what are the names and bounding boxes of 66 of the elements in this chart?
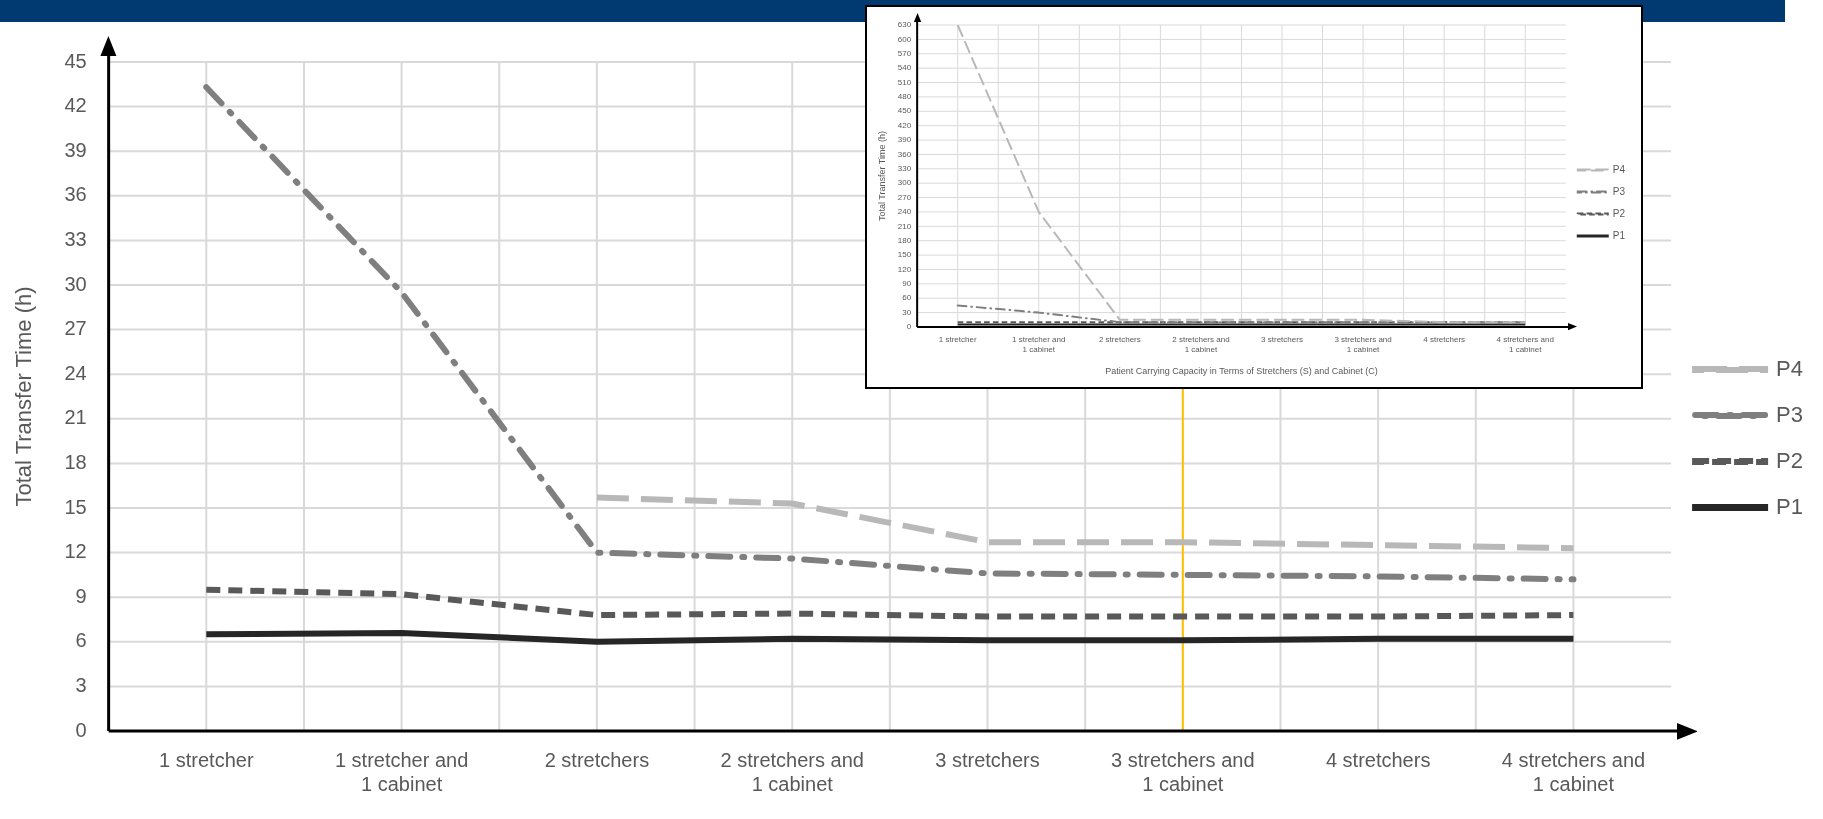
- y-tick-label: 210: [897, 221, 912, 231]
- y-tick-label: 150: [897, 250, 912, 260]
- x-tick-label: 4 stretchers: [1423, 335, 1466, 344]
- y-tick-label: 39: [64, 138, 87, 161]
- y-tick-label: 0: [906, 322, 912, 332]
- y-tick-label: 30: [902, 307, 912, 317]
- y-tick-label: 33: [64, 227, 87, 250]
- legend-label: P4: [1612, 163, 1626, 175]
- x-tick-label: 2 stretchers and 1 cabinet: [720, 748, 864, 795]
- x-tick-label: 1 stretcher: [159, 748, 254, 771]
- y-tick-label: 300: [897, 178, 912, 188]
- x-tick-label: 1 stretcher: [938, 335, 977, 344]
- y-tick-label: 24: [64, 361, 87, 384]
- x-tick-label: 4 stretchers and 1 cabinet: [1501, 748, 1646, 795]
- y-tick-label: 270: [897, 192, 912, 202]
- y-tick-label: 360: [897, 149, 912, 159]
- y-tick-label: 9: [75, 584, 87, 607]
- x-tick-label: 1 stretcher and 1 cabinet: [334, 748, 469, 795]
- line-series: [956, 25, 1527, 324]
- y-tick-label: 510: [897, 77, 912, 87]
- y-tick-label: 120: [897, 264, 912, 274]
- legend-label: P1: [1776, 493, 1804, 519]
- y-tick-label: 180: [897, 235, 912, 245]
- y-tick-label: 600: [897, 34, 912, 44]
- y-tick-label: 27: [64, 317, 87, 340]
- y-tick-label: 540: [897, 63, 912, 73]
- legend-label: P3: [1776, 401, 1804, 427]
- y-axis-title: Total Transfer Time (h): [876, 130, 887, 222]
- y-tick-label: 30: [64, 272, 87, 295]
- x-axis-title: Patient Carrying Capacity in Terms of Stretchers (S) and Cabinet (C): [1105, 366, 1378, 377]
- x-tick-label: 3 stretchers: [1261, 335, 1303, 344]
- x-tick-label: 4 stretchers and 1 cabinet: [1496, 335, 1554, 354]
- y-tick-label: 15: [64, 495, 87, 518]
- y-tick-label: 240: [897, 207, 912, 217]
- x-tick-label: 3 stretchers: [935, 748, 1040, 771]
- y-tick-label: 450: [897, 106, 912, 116]
- x-tick-label: 2 stretchers: [544, 748, 650, 771]
- x-tick-label: 3 stretchers and 1 cabinet: [1334, 335, 1392, 354]
- y-tick-label: 480: [897, 92, 912, 102]
- legend-label: P3: [1612, 185, 1626, 197]
- y-tick-label: 0: [75, 718, 87, 741]
- y-tick-label: 420: [897, 120, 912, 130]
- x-tick-label: 3 stretchers and 1 cabinet: [1111, 748, 1255, 795]
- y-tick-label: 12: [64, 540, 87, 563]
- y-tick-label: 45: [64, 49, 87, 72]
- y-tick-label: 42: [64, 94, 87, 117]
- y-tick-label: 630: [897, 20, 912, 30]
- y-tick-label: 6: [75, 629, 87, 652]
- y-tick-label: 90: [902, 279, 912, 289]
- y-axis-title: Total Transfer Time (h): [11, 286, 37, 507]
- legend-label: P4: [1776, 355, 1804, 381]
- legend-label: P2: [1612, 207, 1626, 219]
- y-tick-label: 330: [897, 164, 912, 174]
- y-tick-label: 21: [64, 406, 87, 429]
- y-tick-label: 36: [64, 183, 87, 206]
- y-tick-label: 3: [75, 673, 87, 696]
- legend-label: P2: [1776, 447, 1804, 473]
- y-tick-label: 60: [902, 293, 912, 303]
- x-tick-label: 2 stretchers and 1 cabinet: [1172, 335, 1230, 354]
- legend-label: P1: [1612, 229, 1626, 241]
- x-tick-label: 2 stretchers: [1098, 335, 1141, 344]
- x-tick-label: 4 stretchers: [1325, 748, 1431, 771]
- y-tick-label: 18: [64, 450, 87, 473]
- x-tick-label: 1 stretcher and 1 cabinet: [1012, 335, 1066, 354]
- y-tick-label: 570: [897, 48, 912, 58]
- y-tick-label: 390: [897, 135, 912, 145]
